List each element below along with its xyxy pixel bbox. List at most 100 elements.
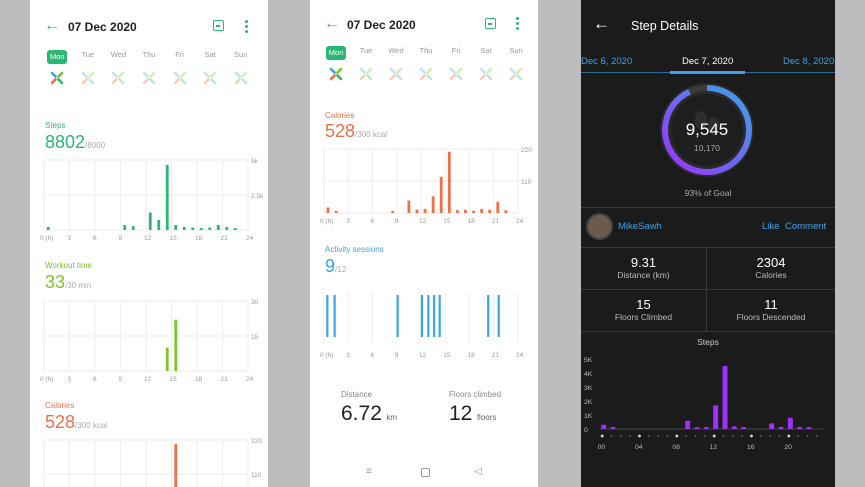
calendar-icon[interactable] xyxy=(485,18,496,29)
date-tab-prev[interactable]: Dec 6, 2020 xyxy=(581,56,633,67)
day-fri[interactable]: Fri xyxy=(175,50,184,59)
date-tab-current[interactable]: Dec 7, 2020 xyxy=(682,56,734,67)
day-wed[interactable]: Wed xyxy=(110,50,127,59)
day-tue[interactable]: Tue xyxy=(81,50,95,59)
x-tick-label: 9 xyxy=(395,352,399,359)
back-arrow-icon[interactable]: ← xyxy=(324,15,340,32)
x-tick-label: 12 xyxy=(144,376,152,383)
sessions-goal: /12 xyxy=(335,265,347,274)
bar xyxy=(722,366,728,429)
bar xyxy=(694,427,700,429)
stat-distance-value: 9.31 xyxy=(630,255,657,270)
y-tick-label: 2.5k xyxy=(251,193,264,200)
nav-menu-icon[interactable]: ≡ xyxy=(366,466,372,477)
bar xyxy=(610,427,616,429)
session-bar xyxy=(326,295,329,337)
x-tick-label: 12 xyxy=(419,218,427,225)
x-tick-label: 21 xyxy=(492,218,500,225)
back-arrow-icon[interactable]: ← xyxy=(593,14,610,33)
workout-value: 33 xyxy=(45,272,66,292)
bar xyxy=(741,427,747,429)
y-tick-label: 5k xyxy=(251,158,259,165)
bar xyxy=(703,427,709,429)
x-tick-label: 21 xyxy=(221,376,229,383)
bar xyxy=(123,225,127,230)
session-bar xyxy=(396,295,399,337)
y-tick-label: 220 xyxy=(251,438,262,445)
x-tick-label: 20 xyxy=(784,444,792,451)
back-arrow-icon[interactable]: ← xyxy=(44,17,60,34)
nav-home-icon[interactable] xyxy=(421,468,430,477)
y-tick-label: 2K xyxy=(584,399,593,406)
day-fri[interactable]: Fri xyxy=(451,46,461,55)
x-tick-label: 6 xyxy=(371,352,375,359)
nav-back-icon[interactable]: ◁ xyxy=(474,466,482,477)
stat-calories: 2304 Calories xyxy=(707,247,835,289)
avatar[interactable] xyxy=(586,213,613,240)
activity-ring-icon xyxy=(329,67,343,81)
session-bar xyxy=(432,295,436,337)
bar xyxy=(191,227,195,230)
bar xyxy=(174,319,178,371)
more-options-icon[interactable] xyxy=(245,20,249,35)
y-tick-label: 5K xyxy=(584,357,593,364)
bar xyxy=(439,176,443,213)
sessions-title: Activity sessions xyxy=(325,245,384,254)
calories-value-row: 528/300 kcal xyxy=(325,121,387,142)
day-mon[interactable]: Mon xyxy=(47,50,68,64)
workout-value-row: 33/30 min xyxy=(45,272,91,293)
activity-ring-icon xyxy=(359,67,373,81)
more-options-icon[interactable] xyxy=(516,17,520,32)
date-tab-next[interactable]: Dec 8, 2020 xyxy=(783,56,835,67)
header-date: 07 Dec 2020 xyxy=(347,18,416,32)
day-mon[interactable]: Mon xyxy=(326,46,346,60)
week-strip: Mon Tue Wed Thu Fri Sat Sun xyxy=(321,46,531,86)
bar xyxy=(216,225,220,230)
bar xyxy=(797,426,803,429)
progress-arc xyxy=(662,85,752,175)
bar xyxy=(504,210,508,213)
date-tab-indicator xyxy=(670,71,745,74)
x-tick-label: 3 xyxy=(346,218,350,225)
x-tick-label: 21 xyxy=(492,352,500,359)
calories-title: Calories xyxy=(325,111,355,120)
x-tick-label: 04 xyxy=(635,444,643,451)
activity-ring-icon xyxy=(509,67,523,81)
bar xyxy=(165,165,169,230)
steps-chart-title: Steps xyxy=(697,337,719,347)
session-bar xyxy=(497,295,500,337)
x-tick-label: 3 xyxy=(346,352,350,359)
bar xyxy=(447,151,451,213)
day-sun[interactable]: Sun xyxy=(509,46,523,55)
x-tick-label: 3 xyxy=(68,376,72,383)
day-tue[interactable]: Tue xyxy=(359,46,373,55)
day-sat[interactable]: Sat xyxy=(204,50,216,59)
bar xyxy=(407,200,411,213)
calendar-icon[interactable] xyxy=(213,20,224,31)
social-row: MikeSawh Like Comment xyxy=(581,207,835,246)
day-thu[interactable]: Thu xyxy=(142,50,156,59)
stat-floors-descended-value: 11 xyxy=(764,297,778,312)
user-name-link[interactable]: MikeSawh xyxy=(618,221,662,232)
like-link[interactable]: Like xyxy=(762,221,780,232)
comment-link[interactable]: Comment xyxy=(785,221,827,232)
distance-value-row: 6.72 km xyxy=(341,402,397,426)
day-sun[interactable]: Sun xyxy=(234,50,248,59)
distance-unit: km xyxy=(386,413,397,422)
x-tick-label: 16 xyxy=(747,444,755,451)
x-tick-label: 12 xyxy=(419,352,427,359)
stat-calories-value: 2304 xyxy=(756,255,786,270)
activity-ring-icon xyxy=(51,71,64,85)
calories-chart-partial: 220 110 xyxy=(43,438,262,487)
x-tick-label: 18 xyxy=(195,235,203,242)
x-tick-label: 15 xyxy=(443,352,451,359)
stat-floors-descended-label: Floors Descended xyxy=(736,312,806,322)
day-sat[interactable]: Sat xyxy=(480,46,492,55)
distance-value: 6.72 xyxy=(341,402,382,425)
day-thu[interactable]: Thu xyxy=(419,46,433,55)
x-tick-label: 18 xyxy=(468,218,476,225)
bar xyxy=(778,426,784,429)
day-wed[interactable]: Wed xyxy=(388,46,404,55)
bar xyxy=(131,226,135,230)
footprint-icon xyxy=(695,111,707,129)
